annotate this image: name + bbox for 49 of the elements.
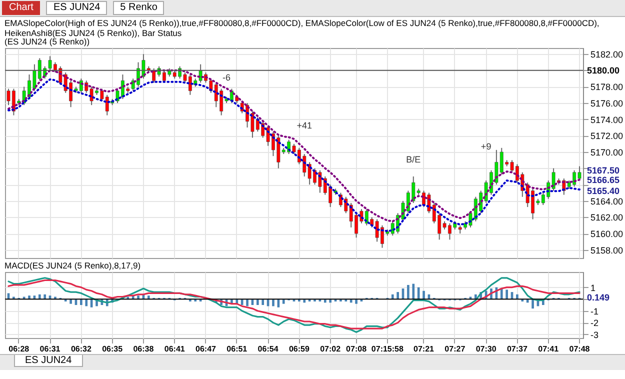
x-tick-label: 07:02 xyxy=(320,344,342,354)
text: 0.149 xyxy=(587,292,610,302)
x-tick-label: 07:08 xyxy=(346,344,368,354)
y-tick-label: 5178.00 xyxy=(590,82,624,92)
text: ES JUN24 xyxy=(14,355,83,367)
y-tick-label: 5172.00 xyxy=(590,131,624,142)
x-tick-label: 07:21 xyxy=(414,344,435,354)
x-tick-label: 06:51 xyxy=(226,344,248,354)
text: Chart xyxy=(2,1,40,15)
x-tick-label: 07:41 xyxy=(538,344,560,354)
chart-title: EMASlopeColor(High of ES JUN24 (5 Renko)),true,#FF800080,8,#FF0000CD), EMASlopeColor(Low of ES JUN24 (5 Renko),true,#FF800080,8,#FF0000CD), HeikenAshi8(ES JUN24 (5 Renko)), Bar Status xyxy=(4,18,600,38)
text: 5 Renko xyxy=(113,1,164,15)
text: 5165.40 xyxy=(587,186,620,196)
y-tick-label: 5176.00 xyxy=(590,98,624,109)
annotation: -6 xyxy=(222,72,231,82)
y-tick-label: 5160.00 xyxy=(590,229,624,240)
x-tick-label: 06:32 xyxy=(70,344,92,354)
y-tick-label: 1 xyxy=(590,282,596,293)
chart-title: MACD(ES JUN24 (5 Renko),8,17,9) xyxy=(4,260,141,270)
x-tick-label: 06:28 xyxy=(8,344,30,354)
y-tick-label: -2 xyxy=(590,318,599,328)
x-tick-label: 06:47 xyxy=(196,344,217,354)
x-tick-label: 07:30 xyxy=(476,344,497,354)
x-tick-label: 07:15:58 xyxy=(371,344,404,354)
y-tick-label: 5164.00 xyxy=(590,196,624,206)
x-tick-label: 06:31 xyxy=(40,344,61,354)
y-tick-label: 5170.00 xyxy=(590,147,624,158)
x-tick-label: 06:35 xyxy=(102,344,124,354)
y-tick-label: 5174.00 xyxy=(590,114,624,125)
text: ES JUN24 xyxy=(46,1,108,15)
x-tick-label: 06:38 xyxy=(133,344,154,354)
y-tick-label: 5182.00 xyxy=(590,50,624,60)
y-tick-label: 5158.00 xyxy=(590,245,624,256)
x-tick-label: 06:54 xyxy=(258,344,279,354)
annotation: +9 xyxy=(480,142,492,152)
ref-line-label: 5180.00 xyxy=(587,65,620,76)
x-tick-label: 07:48 xyxy=(569,344,590,354)
x-tick-label: 06:59 xyxy=(288,344,310,354)
annotation: +41 xyxy=(296,120,312,131)
text: 5167.50 xyxy=(587,165,620,176)
x-tick-label: 06:41 xyxy=(164,344,186,354)
y-tick-label: -1 xyxy=(590,306,599,316)
x-tick-label: 07:37 xyxy=(506,344,528,354)
y-tick-label: 5162.00 xyxy=(590,212,624,223)
chart-subtitle: (ES JUN24 (5 Renko)) xyxy=(4,36,90,46)
text: 5166.65 xyxy=(587,174,620,185)
x-tick-label: 07:27 xyxy=(444,344,466,354)
y-tick-label: -3 xyxy=(590,330,599,340)
annotation: B/E xyxy=(406,154,421,164)
